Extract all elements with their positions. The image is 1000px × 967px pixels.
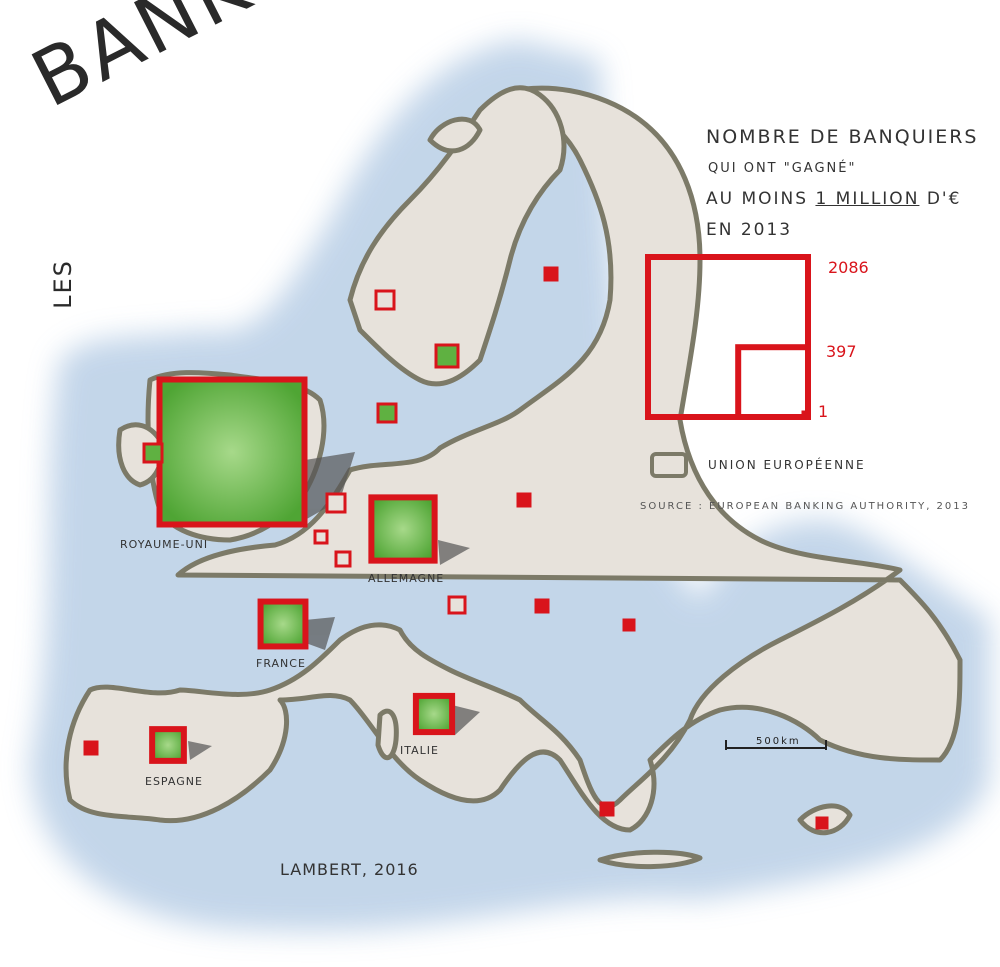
- scale-bar: [725, 740, 827, 750]
- eu-legend-swatch: [650, 452, 688, 478]
- eu-legend-label: UNION EUROPÉENNE: [708, 458, 866, 472]
- size-legend: [645, 254, 812, 421]
- marker-portugal: [83, 740, 99, 756]
- legend-square-1: [735, 344, 812, 421]
- square-italie: [412, 692, 456, 736]
- source-note: SOURCE : EUROPEAN BANKING AUTHORITY, 201…: [640, 501, 970, 512]
- marker-norway: [374, 289, 396, 311]
- legend-value-max: 2086: [828, 258, 869, 277]
- heading-line3-emph: 1 MILLION: [815, 189, 920, 209]
- square-shadows: [188, 452, 480, 760]
- label-france: FRANCE: [256, 657, 306, 670]
- marker-hungary: [534, 598, 550, 614]
- marker-denmark: [376, 402, 398, 424]
- heading-line3-prefix: AU MOINS: [706, 189, 809, 209]
- legend-value-mid: 397: [826, 342, 857, 361]
- square-royaume-uni: [156, 376, 308, 528]
- marker-sweden: [434, 343, 460, 369]
- label-royaume-uni: ROYAUME-UNI: [120, 538, 209, 551]
- heading-line3-suffix: D'€: [926, 189, 962, 209]
- heading-line3: AU MOINS 1 MILLION D'€: [706, 184, 979, 215]
- marker-poland: [516, 492, 532, 508]
- square-france: [257, 598, 309, 650]
- title-les: LES: [48, 259, 77, 309]
- author-signature: LAMBERT, 2016: [280, 860, 419, 879]
- label-allemagne: ALLEMAGNE: [368, 572, 445, 585]
- scale-label: 500km: [756, 736, 801, 747]
- heading-line2: QUI ONT "GAGNÉ": [708, 161, 857, 176]
- square-allemagne: [368, 494, 438, 564]
- legend-square-0: [645, 254, 811, 420]
- legend-square-2: [801, 410, 812, 421]
- marker-romania: [622, 618, 636, 632]
- legend-value-min: 1: [818, 402, 829, 421]
- marker-finland: [543, 266, 559, 282]
- marker-greece: [599, 801, 615, 817]
- label-espagne: ESPAGNE: [145, 775, 203, 788]
- proportional-squares: [149, 376, 456, 764]
- marker-netherlands: [325, 492, 347, 514]
- heading-line1: NOMBRE DE BANQUIERS: [706, 126, 979, 148]
- label-italie: ITALIE: [400, 744, 439, 757]
- marker-belgium: [313, 529, 329, 545]
- small-country-markers: [83, 266, 829, 830]
- legend-heading: NOMBRE DE BANQUIERS QUI ONT "GAGNÉ" AU M…: [706, 122, 979, 246]
- marker-ireland: [142, 442, 164, 464]
- heading-line4: EN 2013: [706, 220, 793, 240]
- marker-cyprus: [815, 816, 829, 830]
- marker-austria: [447, 595, 467, 615]
- square-espagne: [149, 726, 187, 764]
- marker-luxembourg: [334, 550, 352, 568]
